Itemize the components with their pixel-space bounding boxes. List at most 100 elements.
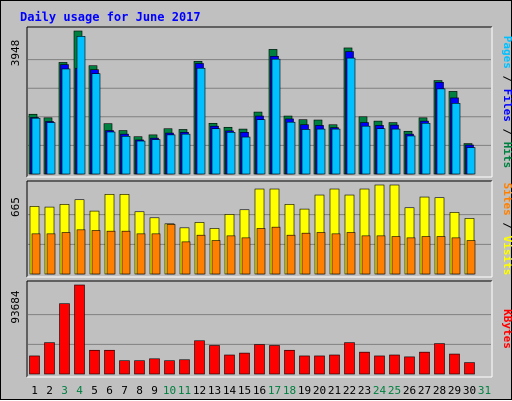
bar-sites-day-10 [166, 224, 176, 275]
panel-2: 665 Sites / Visits [9, 180, 512, 278]
legend-part: Files [501, 89, 512, 122]
bar-sites-day-2 [46, 233, 56, 275]
x-tick-label-day-2: 2 [46, 384, 53, 397]
y-max-label: 3948 [9, 40, 22, 67]
bar-kbytes-day-4 [74, 284, 85, 375]
bar-kbytes-day-17 [269, 345, 280, 375]
bar-kbytes-day-2 [44, 342, 55, 375]
bars [29, 184, 476, 275]
bar-pages-day-27 [421, 122, 431, 175]
y-max-label: 665 [9, 197, 22, 217]
bar-sites-day-15 [241, 237, 251, 275]
bar-kbytes-day-27 [419, 351, 430, 375]
bar-pages-day-23 [361, 125, 371, 175]
bar-pages-day-4 [76, 36, 86, 175]
x-tick-label-day-16: 16 [253, 384, 266, 397]
x-tick-label-day-7: 7 [121, 384, 128, 397]
bar-sites-day-8 [136, 233, 146, 275]
bar-kbytes-day-13 [209, 345, 220, 375]
bar-pages-day-24 [376, 128, 386, 175]
bar-kbytes-day-15 [239, 352, 250, 375]
bar-sites-day-22 [346, 232, 356, 275]
bar-pages-day-17 [271, 58, 281, 175]
bar-pages-day-16 [256, 119, 266, 175]
bar-pages-day-29 [451, 103, 461, 175]
bar-sites-day-28 [436, 236, 446, 275]
bar-kbytes-day-29 [449, 353, 460, 375]
bar-pages-day-25 [391, 128, 401, 175]
y-max-label: 93684 [9, 290, 22, 323]
bar-sites-day-9 [151, 233, 161, 275]
bars [28, 30, 476, 175]
bar-kbytes-day-26 [404, 356, 415, 375]
bar-kbytes-day-12 [194, 340, 205, 375]
bar-pages-day-9 [151, 139, 161, 175]
bar-pages-day-30 [466, 147, 476, 175]
bar-kbytes-day-6 [104, 349, 115, 375]
bar-sites-day-25 [391, 236, 401, 275]
bar-pages-day-22 [346, 57, 356, 175]
bar-sites-day-6 [106, 230, 116, 275]
legend-part: Hits [501, 142, 512, 169]
bar-kbytes-day-24 [374, 355, 385, 375]
x-tick-label-day-26: 26 [403, 384, 416, 397]
legend-part: KBytes [501, 309, 512, 349]
bar-sites-day-27 [421, 236, 431, 275]
x-tick-label-day-27: 27 [418, 384, 431, 397]
x-tick-label-day-18: 18 [283, 384, 296, 397]
bar-sites-day-5 [91, 230, 101, 275]
x-tick-label-day-25: 25 [388, 384, 401, 397]
series-legend-label: Sites / Visits [501, 183, 512, 276]
x-tick-label-day-10: 10 [163, 384, 176, 397]
series-legend-label: KBytes [501, 309, 512, 349]
x-tick-label-day-21: 21 [328, 384, 341, 397]
legend-part: / [501, 216, 512, 236]
x-tick-label-day-20: 20 [313, 384, 326, 397]
bar-kbytes-day-10 [164, 360, 175, 375]
bar-sites-day-21 [331, 233, 341, 275]
bar-pages-day-14 [226, 132, 236, 175]
bar-pages-day-28 [436, 88, 446, 175]
panel-3: 93684 KBytes [9, 280, 512, 378]
bar-pages-day-7 [121, 136, 131, 175]
bar-pages-day-6 [106, 131, 116, 175]
chart-title: Daily usage for June 2017 [20, 10, 201, 24]
legend-part: Visits [501, 236, 512, 276]
bar-sites-day-4 [76, 229, 86, 275]
x-tick-label-day-1: 1 [31, 384, 38, 397]
x-tick-label-day-29: 29 [448, 384, 461, 397]
x-tick-label-day-15: 15 [238, 384, 251, 397]
bar-pages-day-11 [181, 133, 191, 175]
bar-pages-day-1 [31, 117, 41, 175]
legend-part: / [501, 122, 512, 142]
bar-pages-day-2 [46, 122, 56, 175]
bar-pages-day-8 [136, 140, 146, 175]
bar-kbytes-day-11 [179, 359, 190, 375]
x-tick-label-day-17: 17 [268, 384, 281, 397]
x-tick-label-day-4: 4 [76, 384, 83, 397]
bar-kbytes-day-23 [359, 351, 370, 375]
bar-kbytes-day-22 [344, 342, 355, 375]
x-tick-label-day-23: 23 [358, 384, 371, 397]
bar-kbytes-day-14 [224, 354, 235, 375]
x-tick-label-day-9: 9 [151, 384, 158, 397]
bar-sites-day-26 [406, 237, 416, 275]
bar-pages-day-13 [211, 128, 221, 175]
bar-kbytes-day-9 [149, 358, 160, 375]
bar-sites-day-1 [31, 233, 41, 275]
x-tick-label-day-3: 3 [61, 384, 68, 397]
bar-sites-day-30 [466, 240, 476, 275]
bar-sites-day-23 [361, 235, 371, 275]
x-tick-label-day-5: 5 [91, 384, 98, 397]
bar-kbytes-day-28 [434, 343, 445, 375]
bar-kbytes-day-7 [119, 360, 130, 375]
x-tick-label-day-8: 8 [136, 384, 143, 397]
chart-panels: 3948 Pages / Files / Hits 665 Sites / Visit… [9, 26, 512, 378]
x-tick-label-day-19: 19 [298, 384, 311, 397]
legend-part: / [501, 69, 512, 89]
series-legend-label: Pages / Files / Hits [501, 36, 512, 169]
bar-sites-day-20 [316, 232, 326, 275]
bar-pages-day-12 [196, 67, 206, 175]
